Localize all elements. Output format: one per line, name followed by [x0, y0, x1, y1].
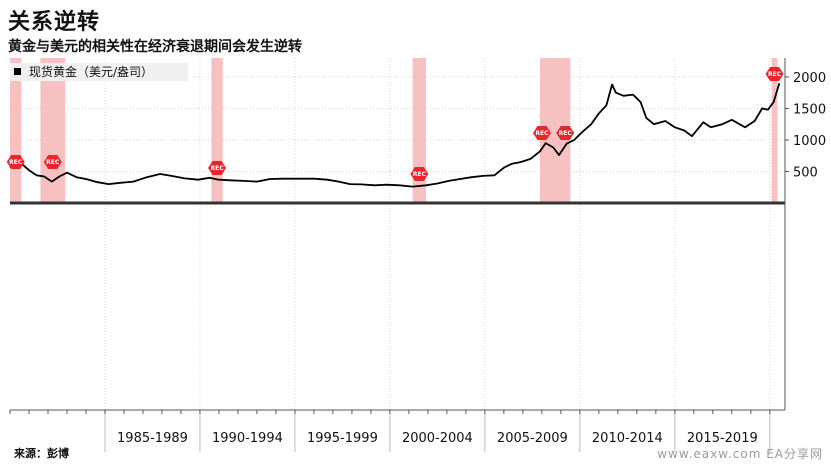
recession-marker	[765, 67, 784, 81]
y-axis-ticks: 500 1000 1500 2000	[785, 71, 826, 180]
recession-marker	[410, 167, 429, 181]
recession-marker-label: REC	[559, 130, 573, 137]
recession-marker-label: REC	[413, 171, 427, 178]
x-tick-label: 1995-1999	[307, 431, 378, 446]
y-tick-label: 500	[793, 165, 818, 180]
chart-subtitle: 黄金与美元的相关性在经济衰退期间会发生逆转	[8, 39, 302, 55]
series-line-gold	[9, 82, 781, 188]
y-tick-label: 1000	[793, 134, 826, 149]
recession-marker	[532, 126, 551, 140]
recession-marker-label: REC	[46, 159, 60, 166]
legend-swatch	[14, 68, 21, 75]
y-tick-label: 1500	[793, 102, 826, 117]
recession-marker	[6, 155, 25, 169]
recession-marker-label: REC	[210, 165, 224, 172]
recession-band	[771, 58, 778, 203]
recession-marker	[208, 161, 227, 175]
source-note: 来源：彭博	[14, 447, 69, 460]
legend-label: 现货黄金（美元/盎司）	[29, 64, 153, 79]
grid	[10, 58, 785, 410]
recession-marker-label: REC	[768, 71, 782, 78]
x-tick-label: 1985-1989	[117, 431, 188, 446]
legend-box	[10, 63, 188, 81]
x-tick-label: 2005-2009	[497, 431, 568, 446]
axes	[10, 58, 786, 411]
recession-band	[211, 58, 223, 203]
series-layer	[9, 82, 781, 188]
x-tick-label: 2010-2014	[592, 431, 663, 446]
recession-markers: REC REC REC REC REC REC REC	[6, 67, 784, 181]
x-tick-label: 1990-1994	[212, 431, 283, 446]
recession-band	[40, 58, 66, 203]
recession-marker	[556, 126, 575, 140]
recession-marker-label: REC	[535, 130, 549, 137]
recession-marker	[43, 155, 62, 169]
watermark: www.eaxw.com EA分享网	[657, 447, 823, 461]
x-axis-ticks: 1985-1989 1990-1994 1995-1999 2000-2004 2005…	[9, 410, 771, 452]
recession-band	[412, 58, 426, 203]
chart-title: 关系逆转	[8, 10, 101, 35]
y-tick-label: 2000	[793, 71, 826, 86]
x-tick-label: 2000-2004	[402, 431, 473, 446]
recession-band	[10, 58, 22, 203]
x-tick-label: 2015-2019	[687, 431, 758, 446]
recession-marker-label: REC	[9, 159, 23, 166]
